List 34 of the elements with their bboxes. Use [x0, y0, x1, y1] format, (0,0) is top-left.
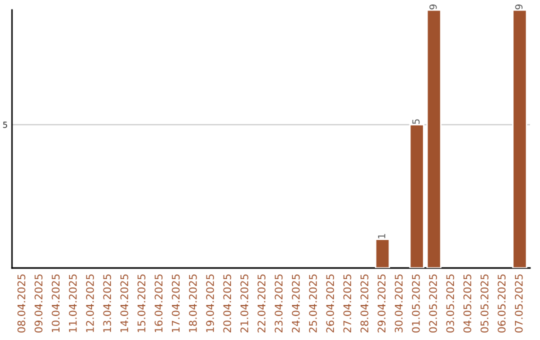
x-tick-label: 29.04.2025 [378, 274, 386, 332]
x-tick-label: 30.04.2025 [394, 274, 403, 332]
x-tick-label: 18.04.2025 [188, 274, 197, 332]
x-tick-label: 24.04.2025 [292, 274, 300, 332]
x-tick-label: 21.04.2025 [240, 274, 248, 332]
x-tick-label: 13.04.2025 [103, 274, 112, 332]
x-tick-label: 05.05.2025 [480, 274, 488, 333]
x-tick-label: 19.04.2025 [206, 274, 214, 332]
x-tick-label: 16.04.2025 [154, 274, 163, 332]
x-tick-label: 17.04.2025 [172, 274, 180, 332]
data-label: 1 [378, 234, 386, 238]
x-tick-label: 23.04.2025 [274, 274, 283, 332]
x-tick-label: 08.04.2025 [17, 274, 26, 333]
x-tick-label: 26.04.2025 [326, 274, 334, 332]
x-tick-label: 07.05.2025 [514, 274, 523, 333]
x-tick-label: 22.04.2025 [258, 274, 266, 332]
x-tick-label: 09.04.2025 [34, 274, 42, 333]
x-tick-label: 12.04.2025 [86, 274, 94, 332]
x-tick-label: 06.05.2025 [498, 274, 506, 333]
x-tick-label: 25.04.2025 [309, 274, 317, 332]
x-tick-label: 15.04.2025 [138, 274, 146, 332]
x-tick-label: 02.05.2025 [429, 274, 437, 333]
x-tick-label: 20.04.2025 [223, 274, 232, 332]
x-tick-label: 27.04.2025 [343, 274, 352, 332]
x-tick-label: 04.05.2025 [463, 274, 472, 333]
data-label: 9 [429, 4, 437, 10]
data-label: 9 [515, 4, 523, 10]
x-tick-label: 01.05.2025 [412, 274, 420, 333]
x-tick-label: 11.04.2025 [68, 274, 77, 332]
x-tick-label: 10.04.2025 [52, 274, 60, 332]
data-label: 5 [412, 119, 420, 124]
x-tick-label: 28.04.2025 [360, 274, 368, 332]
x-tick-label: 14.04.2025 [120, 274, 128, 332]
x-tick-label: 03.05.2025 [446, 274, 454, 333]
